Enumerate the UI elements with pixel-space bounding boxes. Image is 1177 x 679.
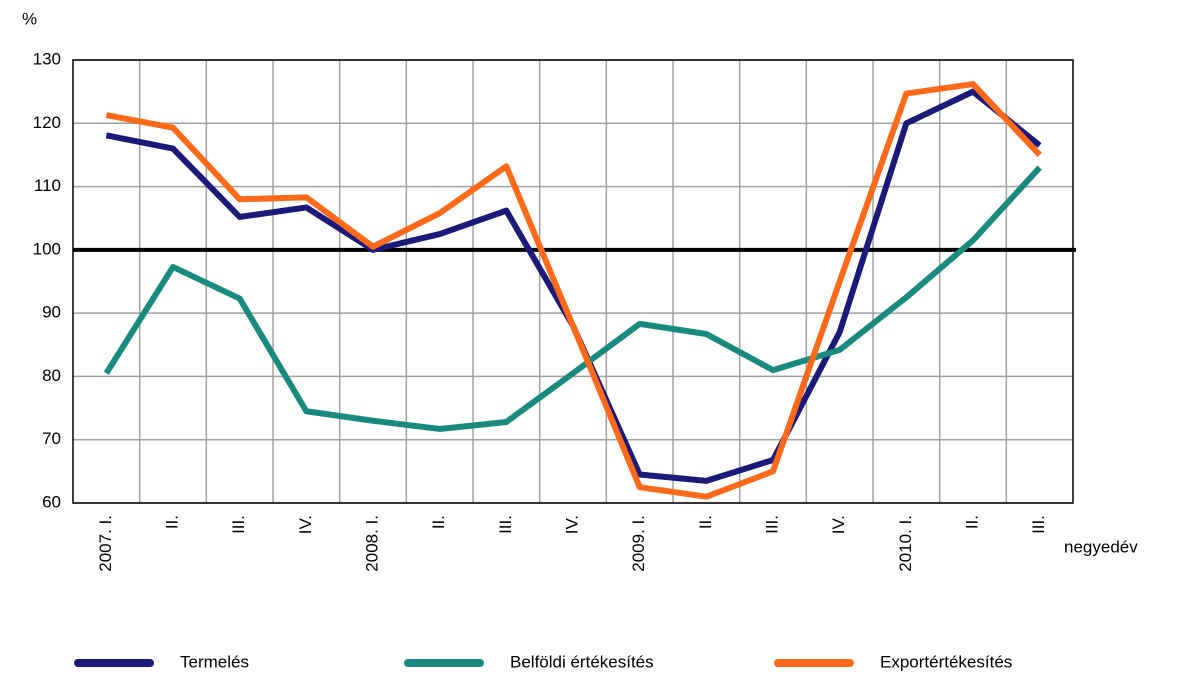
plot-area: [73, 60, 1073, 503]
x-tick-label: 2007. I.: [96, 515, 115, 572]
x-tick-label: III.: [229, 515, 248, 534]
legend-label: Exportértékesítés: [880, 652, 1012, 671]
y-tick-label: 110: [34, 176, 61, 195]
legend-label: Termelés: [180, 652, 249, 671]
x-tick-label: IV.: [829, 515, 848, 534]
y-tick-label: 130: [33, 49, 61, 68]
series-line: [103, 165, 1042, 432]
x-tick-label: II.: [162, 515, 181, 529]
x-tick-label: IV.: [562, 515, 581, 534]
y-tick-label: 100: [33, 239, 61, 258]
plot-frame: [72, 59, 1074, 504]
y-tick-label: 120: [33, 113, 61, 132]
y-tick-label: 90: [42, 303, 61, 322]
x-tick-label: III.: [496, 515, 515, 534]
x-tick-label: IV.: [296, 515, 315, 534]
series-line: [105, 81, 1042, 500]
x-tick-label: II.: [962, 515, 981, 529]
x-tick-label: 2010. I.: [896, 515, 915, 572]
x-tick-label: III.: [762, 515, 781, 534]
y-tick-label: 70: [42, 429, 61, 448]
x-axis-label: negyedév: [1064, 537, 1138, 556]
x-tick-label: II.: [429, 515, 448, 529]
legend-label: Belföldi értékesítés: [510, 652, 654, 671]
y-unit: %: [22, 9, 37, 28]
y-tick-label: 60: [42, 492, 61, 511]
x-tick-label: III.: [1029, 515, 1048, 534]
x-tick-label: 2008. I.: [362, 515, 381, 572]
y-tick-label: 80: [42, 366, 61, 385]
x-tick-label: II.: [696, 515, 715, 529]
x-tick-label: 2009. I.: [629, 515, 648, 572]
